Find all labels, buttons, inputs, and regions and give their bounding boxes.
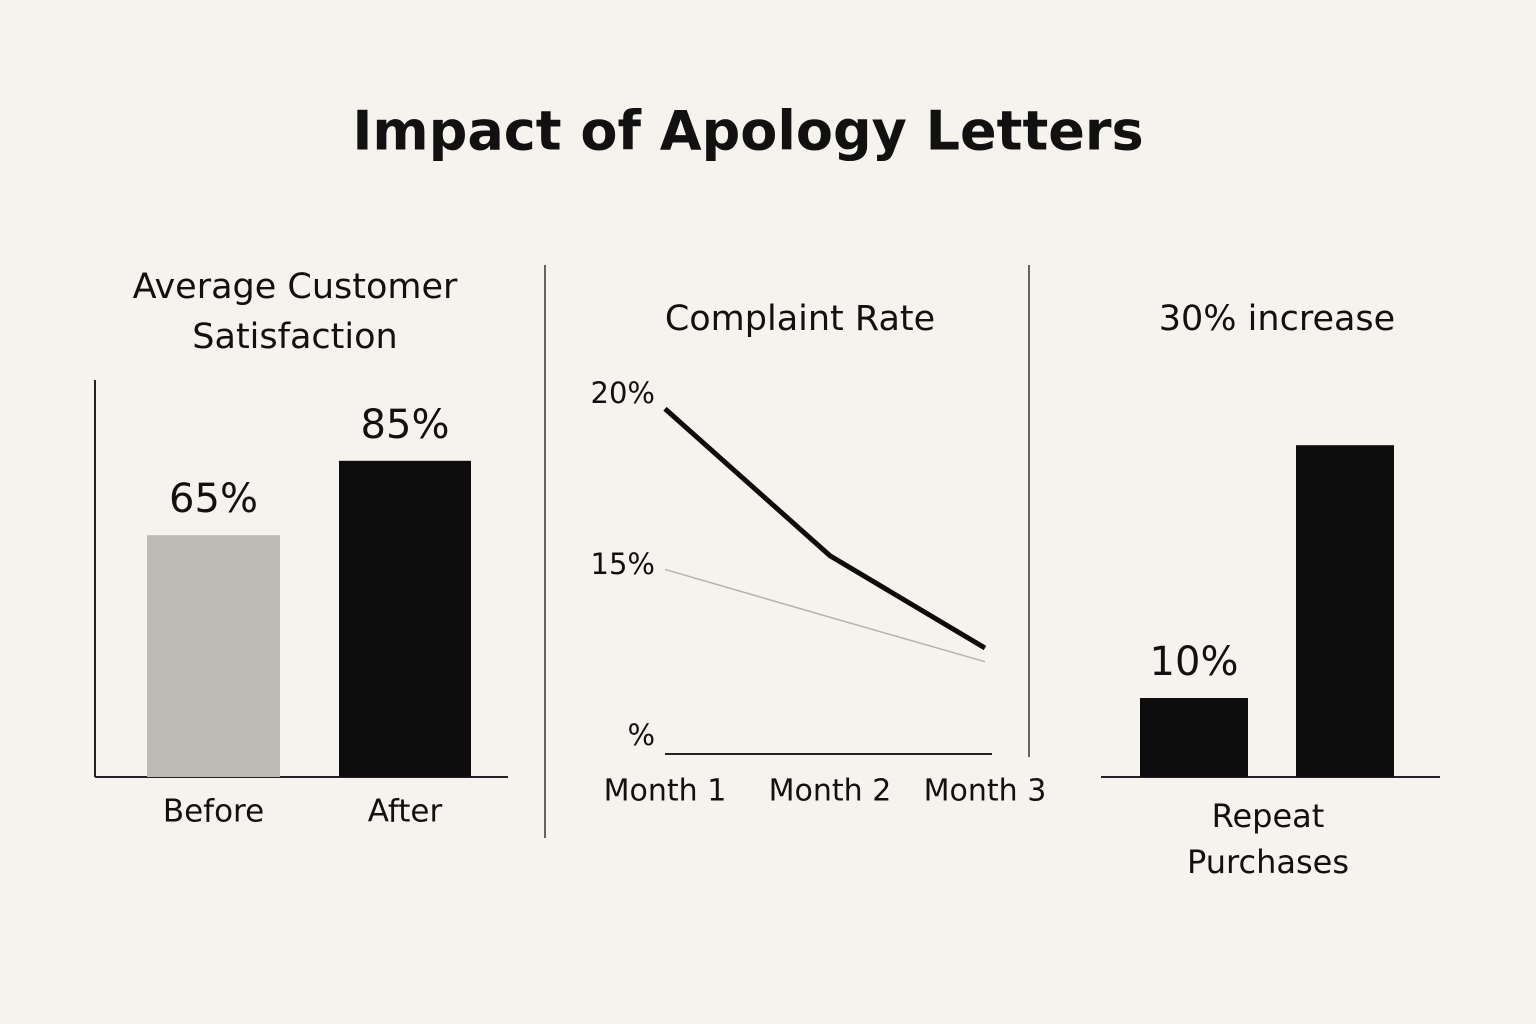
- chart-title: 30% increase: [1158, 299, 1396, 339]
- y-tick-label: 15%: [591, 547, 655, 581]
- x-axis-label: Repeat Purchases: [1187, 797, 1349, 881]
- chart-title: Average Customer Satisfaction: [132, 267, 458, 357]
- x-tick-label: Month 2: [769, 774, 892, 809]
- chart-title: Complaint Rate: [664, 299, 936, 339]
- line-series: [663, 406, 987, 651]
- line-series: [664, 568, 986, 663]
- value-label: 10%: [1150, 639, 1239, 685]
- x-tick-label: Month 3: [924, 774, 1047, 809]
- page-title: Impact of Apology Letters: [352, 100, 1143, 163]
- value-label: 65%: [169, 476, 258, 522]
- x-tick-label: Month 1: [604, 774, 727, 809]
- bar: [147, 535, 280, 777]
- bar: [339, 460, 471, 777]
- x-tick-label: After: [368, 794, 443, 830]
- bar: [1140, 698, 1248, 777]
- value-label: 85%: [361, 402, 450, 448]
- y-tick-label: %: [627, 718, 655, 752]
- bar: [1296, 445, 1394, 777]
- y-tick-label: 20%: [591, 376, 655, 410]
- x-tick-label: Before: [163, 794, 264, 830]
